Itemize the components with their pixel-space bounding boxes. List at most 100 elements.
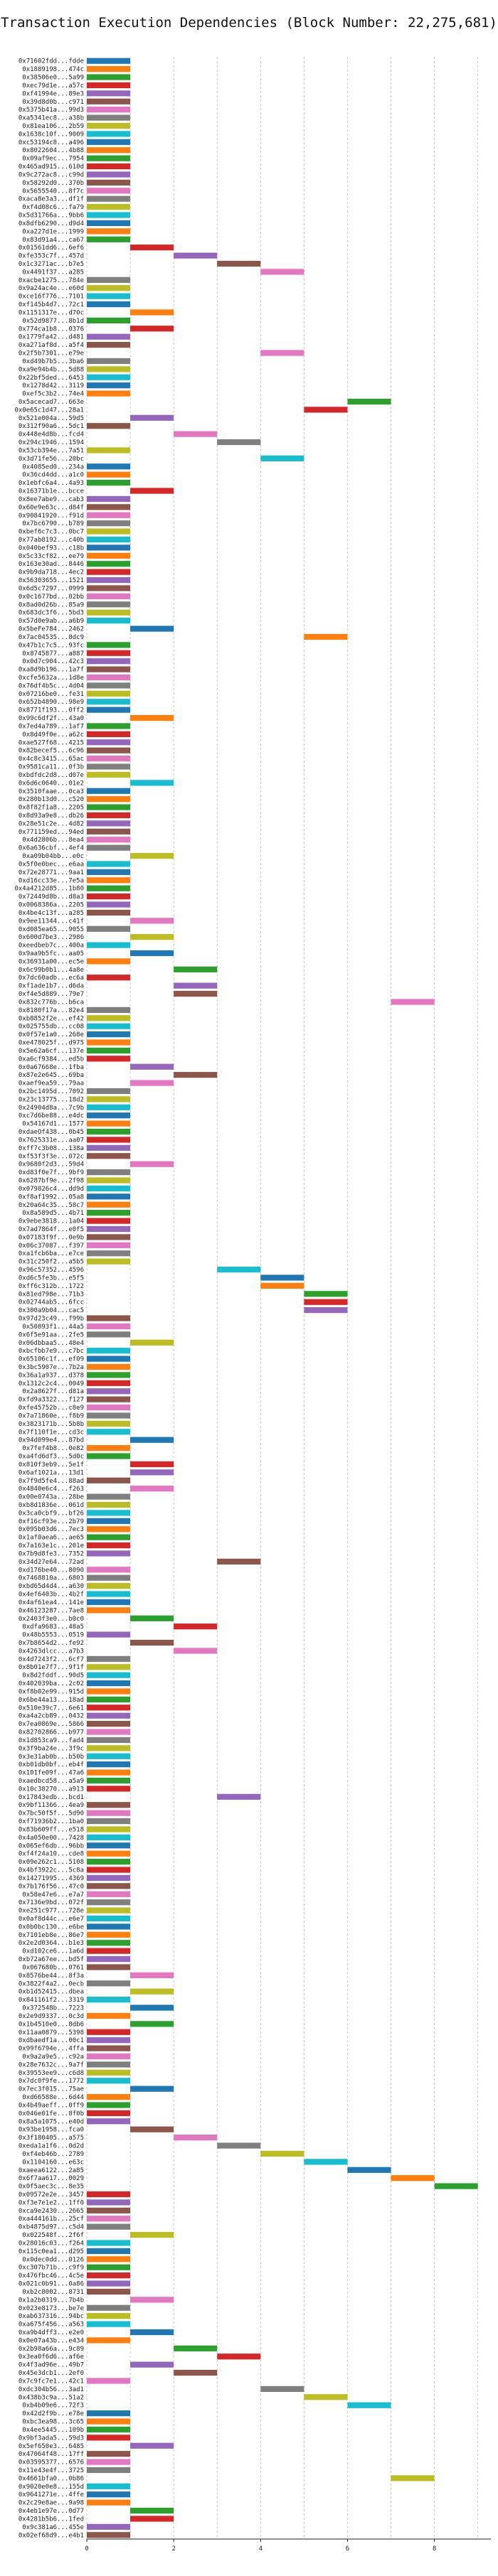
execution-bar: [304, 633, 348, 640]
execution-bar: [87, 2321, 131, 2327]
execution-bar: [130, 934, 174, 940]
execution-bar: [87, 131, 131, 137]
execution-bar: [87, 796, 131, 803]
y-tick-label: 0x4f3ad96e...49b7: [18, 2362, 84, 2369]
execution-bar: [87, 1664, 131, 1670]
execution-bar: [87, 2078, 131, 2084]
y-tick-label: 0xfd9a3322...f127: [18, 1397, 84, 1404]
execution-bar: [87, 585, 131, 591]
y-tick-label: 0x7b9d8fe3...7352: [18, 1550, 84, 1557]
y-tick-label: 0x7f110f1e...cd3c: [18, 1429, 84, 1436]
y-tick-label: 0x81ea106...2b59: [22, 123, 84, 130]
execution-bar: [87, 1850, 131, 1857]
y-tick-label: 0x4ee5445...109b: [22, 2427, 84, 2434]
execution-bar: [87, 374, 131, 380]
execution-bar: [87, 1331, 131, 1338]
y-tick-label: 0x93be1958...fca0: [18, 2127, 84, 2134]
execution-bar: [87, 2491, 131, 2498]
execution-bar: [87, 2207, 131, 2213]
y-tick-label: 0x82702866...b977: [18, 1729, 84, 1737]
execution-bar: [87, 301, 131, 308]
execution-bar: [87, 1445, 131, 1451]
execution-bar: [87, 1007, 131, 1013]
execution-bar: [87, 1104, 131, 1110]
execution-bar: [87, 690, 131, 697]
y-tick-label: 0xc7d6be88...e4dc: [18, 1112, 84, 1120]
execution-bar: [87, 2191, 131, 2198]
y-tick-label: 0x1c3271ac...b7e5: [18, 261, 84, 268]
y-tick-label: 0xaca8e3a3...df1f: [18, 196, 84, 203]
execution-bar: [87, 1550, 131, 1557]
execution-bar: [304, 407, 348, 413]
y-tick-label: 0xa1fcb6ba...e7ce: [18, 1250, 84, 1257]
execution-bar: [87, 1429, 131, 1435]
execution-bar: [174, 431, 218, 437]
y-tick-label: 0x42d2f9b...e78e: [22, 2410, 84, 2417]
execution-bar: [87, 1672, 131, 1678]
y-tick-label: 0x52d9877...8b1d: [22, 318, 84, 325]
execution-bar: [217, 2354, 261, 2360]
y-tick-label: 0x5acecad7...663e: [18, 399, 84, 406]
execution-bar: [87, 1786, 131, 1792]
y-tick-label: 0x841161f2...3319: [18, 1997, 84, 2004]
execution-bar: [130, 1615, 174, 1621]
y-tick-label: 0x6f5e91aa...2fe5: [18, 1331, 84, 1338]
y-tick-label: 0x1b4510e0...8db6: [18, 2021, 84, 2028]
execution-bar: [87, 1348, 131, 1354]
execution-bar: [87, 1753, 131, 1759]
execution-bar: [87, 1177, 131, 1184]
y-tick-label: 0x47064f48...17ff: [18, 2451, 84, 2458]
y-tick-label: 0x0f57e1a0...268e: [18, 1031, 84, 1039]
y-tick-label: 0x7ac04535...8dc9: [18, 634, 84, 641]
execution-bar: [87, 179, 131, 186]
y-tick-label: 0xbd65d4d4...a630: [18, 1583, 84, 1590]
y-tick-label: 0x82becef5...6c96: [18, 748, 84, 755]
y-tick-label: 0x7b8654d2...fe92: [18, 1640, 84, 1647]
execution-bar: [87, 699, 131, 705]
execution-bar: [87, 504, 131, 510]
y-tick-label: 0x9020e0e8...155d: [18, 2484, 84, 2491]
y-tick-label: 0x8a5a1075...e40d: [18, 2118, 84, 2125]
y-tick-label: 0x9bf3ada5...59d3: [18, 2435, 84, 2442]
y-tick-label: 0xc307b71b...c9f9: [18, 2265, 84, 2272]
execution-bar: [217, 439, 261, 446]
y-tick-label: 0xa5341ec8...a38b: [18, 115, 84, 122]
y-tick-label: 0x22bf5ded...6453: [18, 375, 84, 382]
y-tick-label: 0x6be44a13...18ad: [18, 1697, 84, 1704]
y-tick-label: 0x1638c10f...9009: [18, 131, 84, 138]
y-tick-label: 0x022548f...2f6f: [22, 2232, 84, 2239]
y-tick-label: 0xae527f68...4215: [18, 739, 84, 746]
y-tick-label: 0x0e65c1d47...28a1: [14, 407, 84, 414]
execution-bar: [174, 2345, 218, 2351]
execution-bar: [87, 707, 131, 713]
y-tick-label: 0x4b49aeff...0ff9: [18, 2102, 84, 2109]
x-tick-label: 4: [259, 2545, 263, 2553]
execution-bar: [260, 455, 304, 461]
bars-layer: [87, 58, 478, 2538]
execution-bar: [130, 1339, 174, 1346]
execution-bar: [87, 2272, 131, 2279]
y-tick-label: 0x11aa0879...5398: [18, 2029, 84, 2036]
y-tick-label: 0xd6c5fe3b...e5f5: [18, 1274, 84, 1282]
y-tick-label: 0xb8d1836e...061d: [18, 1502, 84, 1509]
y-tick-label: 0x8ee7abe9...cab3: [18, 496, 84, 503]
y-tick-label: 0x06dbbaa5...48e4: [18, 1340, 84, 1347]
execution-bar: [87, 942, 131, 948]
execution-bar: [260, 269, 304, 275]
y-tick-label: 0x7a163e1c...201e: [18, 1542, 84, 1550]
execution-bar: [130, 1080, 174, 1086]
execution-bar: [87, 1859, 131, 1865]
y-tick-label: 0x8b01e7f7...9f1f: [18, 1664, 84, 1671]
y-tick-label: 0x65106c1f...ef09: [18, 1356, 84, 1363]
execution-bar: [87, 1842, 131, 1849]
y-tick-label: 0x9680f2d3...59d4: [18, 1161, 84, 1169]
execution-bar: [87, 1834, 131, 1840]
y-tick-label: 0x0dec0dd...0126: [22, 2256, 84, 2263]
execution-bar: [87, 1363, 131, 1370]
execution-bar: [87, 188, 131, 194]
y-tick-label: 0x8180f17a...82e4: [18, 1007, 84, 1014]
y-tick-label: 0x36931a00...ec5e: [18, 958, 84, 965]
y-tick-label: 0x4a050e00...7428: [18, 1835, 84, 1842]
execution-bar: [87, 1031, 131, 1038]
y-tick-label: 0x76df4b5c...4d04: [18, 682, 84, 689]
